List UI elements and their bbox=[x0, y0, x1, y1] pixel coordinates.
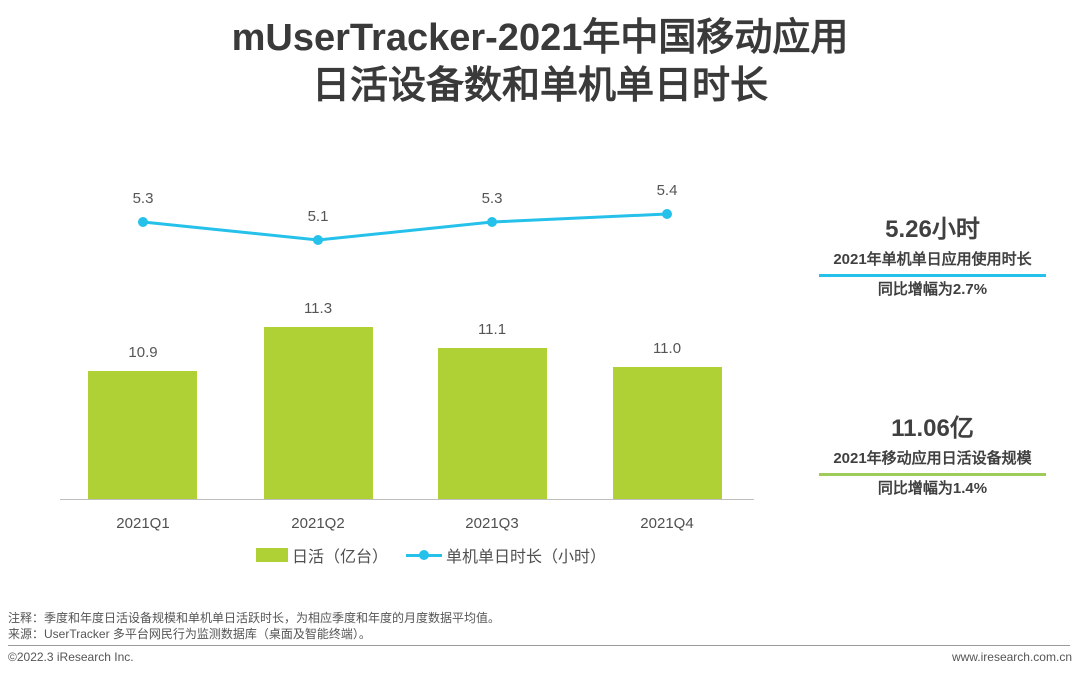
footnote-source: 来源：UserTracker 多平台网民行为监测数据库（桌面及智能终端）。 bbox=[8, 627, 371, 641]
title-line-1: mUserTracker-2021年中国移动应用 bbox=[231, 17, 849, 59]
legend-label-dau: 日活（亿台） bbox=[292, 549, 389, 566]
kpi-dau-value: 11.06亿 bbox=[891, 415, 974, 442]
bar-q2 bbox=[264, 327, 373, 499]
footnotes: 注释：季度和年度日活设备规模和单机单日活跃时长，为相应季度和年度的月度数据平均值… bbox=[8, 610, 500, 642]
chart-legend: 日活（亿台） 单机单日时长（小时） bbox=[256, 543, 624, 567]
kpi-duration-value: 5.26小时 bbox=[885, 216, 980, 243]
title-line-2: 日活设备数和单机单日时长 bbox=[311, 65, 768, 107]
bar-label-q3: 11.1 bbox=[478, 321, 506, 338]
duration-line bbox=[142, 212, 668, 242]
kpi-duration-underline bbox=[819, 274, 1046, 277]
line-label-q3: 5.3 bbox=[482, 190, 503, 207]
kpi-dau: 11.06亿 2021年移动应用日活设备规模 同比增幅为1.4% bbox=[815, 414, 1050, 500]
footnote-note: 注释：季度和年度日活设备规模和单机单日活跃时长，为相应季度和年度的月度数据平均值… bbox=[8, 611, 501, 625]
footer-divider bbox=[8, 645, 1070, 646]
x-tick-q2: 2021Q2 bbox=[291, 515, 344, 532]
copyright: ©2022.3 iResearch Inc. bbox=[8, 650, 134, 664]
bar-label-q4: 11.0 bbox=[653, 340, 681, 357]
x-tick-q3: 2021Q3 bbox=[465, 515, 518, 532]
kpi-dau-yoy: 同比增幅为1.4% bbox=[877, 480, 988, 497]
bar-label-q2: 11.3 bbox=[304, 300, 332, 317]
bar-label-q1: 10.9 bbox=[128, 344, 157, 361]
line-point-q1 bbox=[138, 217, 148, 227]
legend-item-duration: 单机单日时长（小时） bbox=[406, 543, 606, 567]
x-tick-q4: 2021Q4 bbox=[640, 515, 693, 532]
kpi-duration: 5.26小时 2021年单机单日应用使用时长 同比增幅为2.7% bbox=[815, 215, 1050, 301]
line-label-q2: 5.1 bbox=[308, 208, 329, 225]
legend-label-duration: 单机单日时长（小时） bbox=[446, 549, 607, 566]
legend-item-dau: 日活（亿台） bbox=[256, 543, 388, 567]
bar-q3 bbox=[438, 348, 547, 499]
line-label-q4: 5.4 bbox=[657, 182, 678, 199]
chart-title: mUserTracker-2021年中国移动应用 日活设备数和单机单日时长 bbox=[0, 14, 1080, 110]
x-tick-q1: 2021Q1 bbox=[116, 515, 169, 532]
kpi-duration-yoy: 同比增幅为2.7% bbox=[877, 281, 988, 298]
kpi-dau-underline bbox=[819, 473, 1046, 476]
bar-q1 bbox=[88, 371, 197, 499]
bar-q4 bbox=[613, 367, 722, 499]
kpi-duration-label: 2021年单机单日应用使用时长 bbox=[833, 251, 1032, 268]
line-marker-icon bbox=[406, 549, 443, 561]
website-link[interactable]: www.iresearch.com.cn bbox=[951, 650, 1072, 664]
line-point-q2 bbox=[313, 235, 323, 245]
bar-swatch-icon bbox=[256, 548, 288, 562]
line-point-q4 bbox=[662, 209, 672, 219]
kpi-dau-label: 2021年移动应用日活设备规模 bbox=[833, 450, 1032, 467]
line-point-q3 bbox=[487, 217, 497, 227]
line-label-q1: 5.3 bbox=[133, 190, 154, 207]
